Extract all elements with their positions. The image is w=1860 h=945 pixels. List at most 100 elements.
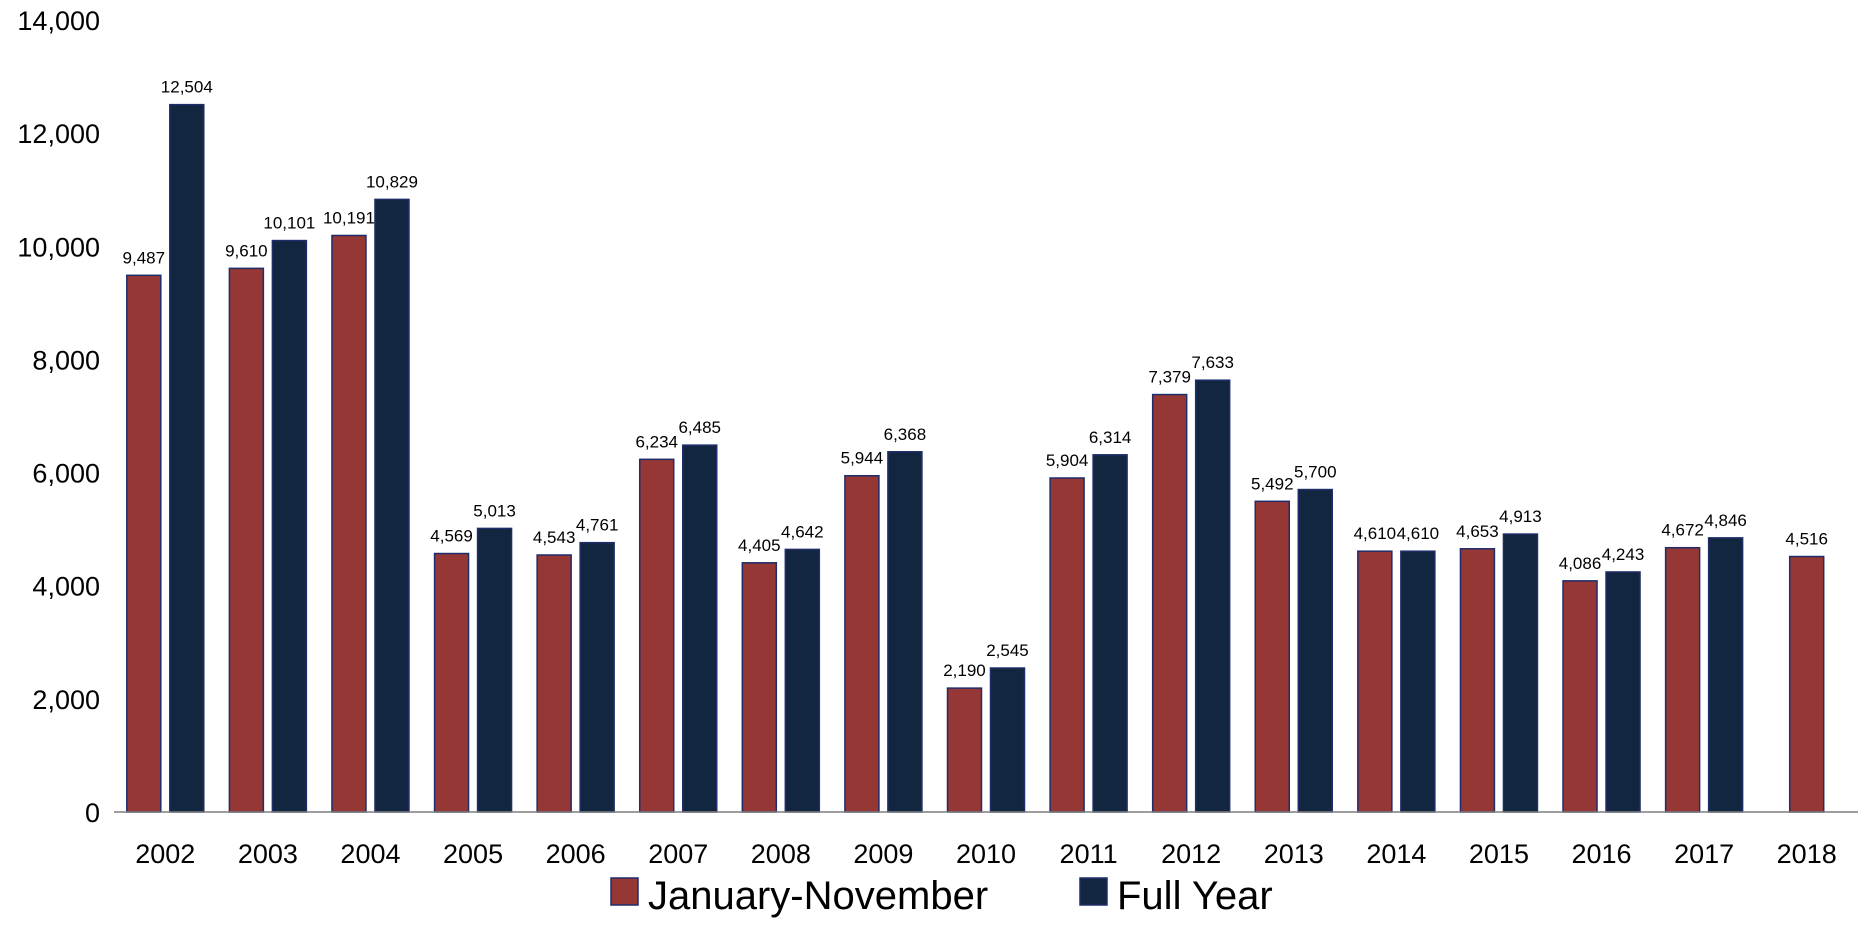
x-tick-label: 2006 (546, 839, 606, 869)
y-tick-label: 14,000 (17, 6, 100, 36)
bar-full-year (169, 103, 205, 813)
bar-full-year (1194, 379, 1231, 813)
data-label-full-year: 5,700 (1294, 463, 1337, 482)
y-tick-label: 2,000 (32, 685, 100, 715)
data-label-full-year: 10,829 (366, 172, 418, 191)
bar-full-year (579, 541, 615, 813)
data-label-january-november: 4,405 (738, 536, 781, 555)
bar-january-november (638, 458, 675, 813)
data-label-january-november: 4,516 (1785, 530, 1828, 549)
bar-january-november (228, 267, 265, 813)
data-label-full-year: 12,504 (161, 78, 213, 97)
data-label-full-year: 4,761 (576, 516, 619, 535)
data-label-january-november: 4,672 (1661, 521, 1704, 540)
data-label-full-year: 7,633 (1191, 353, 1234, 372)
bar-full-year (1707, 537, 1744, 813)
data-label-full-year: 4,610 (1397, 524, 1440, 543)
bar-january-november (946, 687, 983, 813)
bar-full-year (1400, 550, 1436, 813)
data-label-full-year: 10,101 (263, 214, 315, 233)
bar-january-november (1151, 393, 1188, 813)
bar-january-november (1562, 580, 1598, 813)
bar-january-november (1254, 500, 1291, 813)
legend-label-full-year: Full Year (1117, 874, 1273, 918)
x-tick-label: 2005 (443, 839, 503, 869)
y-tick-label: 8,000 (32, 345, 100, 375)
data-label-full-year: 6,485 (678, 418, 721, 437)
bar-full-year (271, 239, 308, 813)
data-label-january-november: 4,569 (430, 527, 473, 546)
bars (126, 103, 1825, 813)
x-tick-label: 2015 (1469, 839, 1529, 869)
bar-full-year (1297, 488, 1334, 813)
bar-january-november (844, 474, 880, 813)
bar-full-year (1502, 533, 1539, 813)
data-label-january-november: 4,610 (1354, 524, 1397, 543)
data-label-full-year: 6,314 (1089, 428, 1132, 447)
x-tick-label: 2017 (1674, 839, 1734, 869)
legend-swatch-january-november (610, 877, 639, 906)
data-label-january-november: 5,492 (1251, 474, 1294, 493)
bar-full-year (887, 451, 923, 813)
x-tick-label: 2009 (853, 839, 913, 869)
data-label-full-year: 4,243 (1602, 545, 1645, 564)
data-label-january-november: 6,234 (635, 432, 678, 451)
bar-january-november (1049, 477, 1085, 813)
data-label-full-year: 4,846 (1704, 511, 1747, 530)
bar-january-november (1459, 548, 1496, 813)
legend-label-january-november: January-November (648, 874, 988, 918)
x-tick-label: 2004 (340, 839, 400, 869)
legend: January-November Full Year (610, 874, 1273, 918)
data-label-january-november: 10,191 (323, 208, 375, 227)
bar-january-november (1357, 550, 1393, 813)
y-tick-label: 4,000 (32, 572, 100, 602)
bar-january-november (331, 234, 367, 813)
legend-swatch-full-year (1079, 877, 1108, 906)
data-label-full-year: 4,913 (1499, 507, 1542, 526)
data-label-january-november: 7,379 (1148, 368, 1191, 387)
bar-full-year (784, 548, 821, 813)
data-label-full-year: 2,545 (986, 641, 1029, 660)
x-tick-label: 2016 (1571, 839, 1631, 869)
bar-full-year (1092, 454, 1128, 813)
y-tick-label: 12,000 (17, 119, 100, 149)
bar-january-november (741, 562, 778, 813)
bar-january-november (433, 552, 470, 813)
bar-full-year (681, 444, 718, 813)
data-label-january-november: 4,653 (1456, 522, 1499, 541)
x-tick-label: 2002 (135, 839, 195, 869)
bar-full-year (989, 667, 1026, 813)
y-tick-label: 6,000 (32, 459, 100, 489)
data-label-january-november: 4,543 (533, 528, 576, 547)
x-tick-label: 2007 (648, 839, 708, 869)
bar-january-november (126, 274, 162, 813)
data-label-january-november: 2,190 (943, 661, 986, 680)
bar-full-year (476, 527, 513, 813)
y-tick-label: 0 (85, 798, 100, 828)
x-tick-label: 2018 (1777, 839, 1837, 869)
x-tick-label: 2012 (1161, 839, 1221, 869)
x-axis: 2002 2003 2004 2005 2006 2007 2008 2009 2010 2011… (135, 839, 1836, 869)
bar-january-november (536, 554, 572, 813)
data-label-full-year: 5,013 (473, 501, 516, 520)
y-axis: 0 2,000 4,000 6,000 8,000 10,000 12,000 14,000 (17, 6, 100, 828)
data-label-january-november: 4,086 (1559, 554, 1602, 573)
bar-full-year (374, 198, 410, 813)
bar-january-november (1664, 546, 1701, 813)
data-label-january-november: 5,944 (841, 449, 884, 468)
data-label-full-year: 4,642 (781, 522, 824, 541)
data-label-full-year: 6,368 (884, 425, 927, 444)
x-tick-label: 2013 (1264, 839, 1324, 869)
data-label-january-november: 9,487 (123, 248, 166, 267)
data-label-january-november: 5,904 (1046, 451, 1089, 470)
y-tick-label: 10,000 (17, 232, 100, 262)
bar-january-november (1788, 555, 1825, 813)
data-label-january-november: 9,610 (225, 241, 268, 260)
bar-full-year (1605, 571, 1641, 813)
x-tick-label: 2003 (238, 839, 298, 869)
x-tick-label: 2008 (751, 839, 811, 869)
x-tick-label: 2010 (956, 839, 1016, 869)
